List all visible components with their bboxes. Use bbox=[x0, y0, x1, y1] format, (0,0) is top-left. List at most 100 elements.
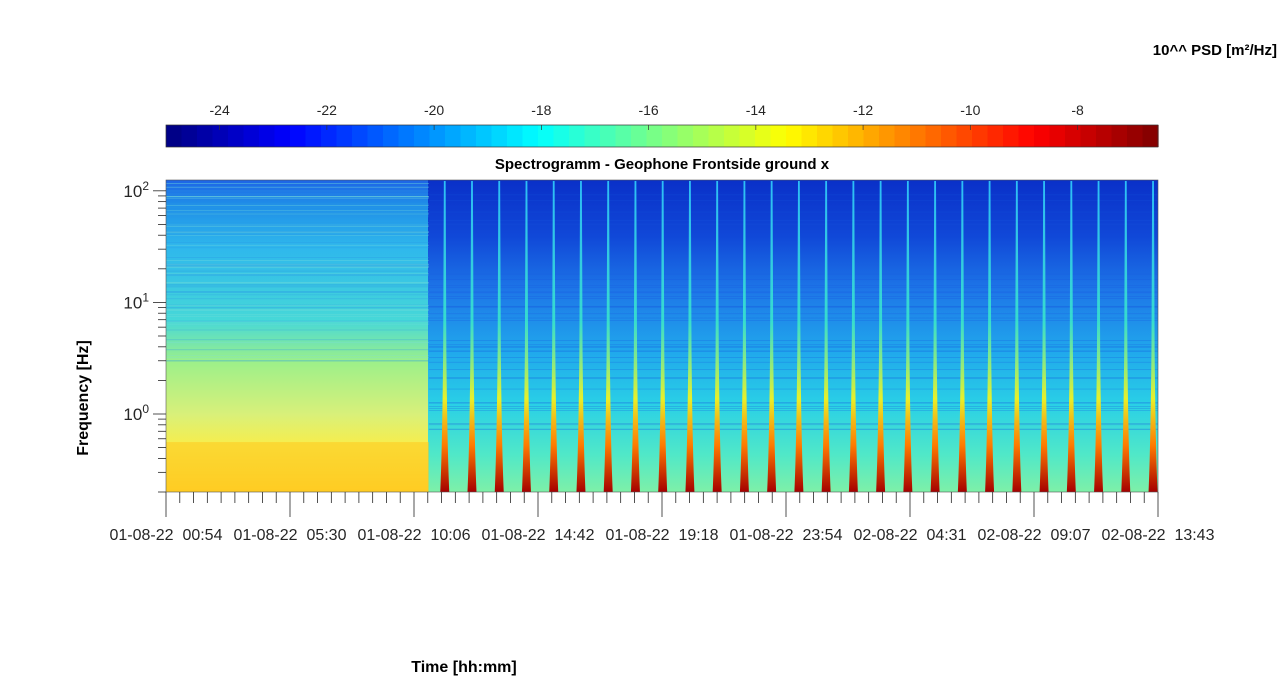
pulse-event bbox=[685, 181, 695, 492]
colorbar-segment bbox=[1003, 125, 1020, 147]
colorbar-segment bbox=[1034, 125, 1051, 147]
colorbar-segment bbox=[476, 125, 493, 147]
pulse-event bbox=[549, 181, 559, 492]
colorbar-segment bbox=[243, 125, 260, 147]
colorbar-tick-label: -14 bbox=[746, 102, 766, 118]
colorbar-segment bbox=[1127, 125, 1144, 147]
colorbar-segment bbox=[274, 125, 291, 147]
pulse-event bbox=[603, 181, 613, 492]
pulse-event bbox=[794, 181, 804, 492]
colorbar-segment bbox=[1111, 125, 1128, 147]
colorbar-segment bbox=[352, 125, 369, 147]
pulse-event bbox=[658, 181, 668, 492]
colorbar-segment bbox=[1080, 125, 1097, 147]
pulse-event bbox=[440, 181, 450, 492]
y-tick-label: 100 bbox=[123, 402, 149, 424]
colorbar-segment bbox=[956, 125, 973, 147]
pulse-event bbox=[1094, 181, 1104, 492]
pulse-event bbox=[848, 181, 858, 492]
colorbar-segment bbox=[987, 125, 1004, 147]
pulse-event bbox=[521, 181, 531, 492]
colorbar-segment bbox=[553, 125, 570, 147]
colorbar-segment bbox=[925, 125, 942, 147]
spectral-lines bbox=[166, 183, 1158, 492]
colorbar-tick-label: -12 bbox=[853, 102, 873, 118]
low-frequency-band bbox=[166, 442, 429, 492]
x-tick-label: 02-08-22 13:43 bbox=[1102, 527, 1215, 544]
x-tick-label: 02-08-22 09:07 bbox=[978, 527, 1091, 544]
colorbar-segment bbox=[770, 125, 787, 147]
colorbar-tick-label: -18 bbox=[531, 102, 551, 118]
colorbar-segment bbox=[724, 125, 741, 147]
x-tick-label: 01-08-22 14:42 bbox=[482, 527, 595, 544]
colorbar-segment bbox=[832, 125, 849, 147]
colorbar-segment bbox=[228, 125, 245, 147]
spectrogram-background-after bbox=[428, 180, 1158, 492]
colorbar-segment bbox=[305, 125, 322, 147]
colorbar-segment bbox=[1065, 125, 1082, 147]
pulse-event bbox=[767, 181, 777, 492]
colorbar-segment bbox=[1142, 125, 1159, 147]
colorbar-segment bbox=[693, 125, 710, 147]
colorbar-segment bbox=[615, 125, 632, 147]
colorbar-tick-label: -16 bbox=[638, 102, 658, 118]
colorbar-segment bbox=[646, 125, 663, 147]
colorbar-ticks: -24 -22 -20 -18 -16 -14 -12 -10 -8 bbox=[210, 102, 1084, 130]
x-axis: 01-08-22 00:54 01-08-22 05:30 01-08-22 10:… bbox=[110, 492, 1215, 544]
colorbar-segment bbox=[972, 125, 989, 147]
pulse-event bbox=[1012, 181, 1022, 492]
colorbar-tick-label: -22 bbox=[317, 102, 337, 118]
colorbar-segment bbox=[491, 125, 508, 147]
colorbar-segment bbox=[631, 125, 648, 147]
pulse-event bbox=[1121, 181, 1131, 492]
x-tick-label: 02-08-22 04:31 bbox=[854, 527, 967, 544]
colorbar-segment bbox=[445, 125, 462, 147]
colorbar-segment bbox=[460, 125, 477, 147]
colorbar-segment bbox=[507, 125, 524, 147]
chart-title: Spectrogramm - Geophone Frontside ground… bbox=[495, 156, 830, 173]
colorbar-segment bbox=[166, 125, 183, 147]
colorbar-segment bbox=[197, 125, 214, 147]
colorbar-segment bbox=[584, 125, 601, 147]
colorbar-segment bbox=[398, 125, 415, 147]
colorbar-label: 10^^ PSD [m²/Hz] bbox=[1153, 42, 1277, 59]
pulse-event bbox=[1148, 181, 1158, 492]
colorbar-segment bbox=[429, 125, 446, 147]
colorbar-tick-label: -24 bbox=[210, 102, 230, 118]
colorbar-segment bbox=[863, 125, 880, 147]
pulse-event bbox=[1039, 181, 1049, 492]
colorbar-segment bbox=[894, 125, 911, 147]
pulse-event bbox=[630, 181, 640, 492]
colorbar-segment bbox=[522, 125, 539, 147]
colorbar-segment bbox=[879, 125, 896, 147]
colorbar-segment bbox=[600, 125, 617, 147]
colorbar-segment bbox=[677, 125, 694, 147]
colorbar-segment bbox=[848, 125, 865, 147]
y-axis: 100 101 102 bbox=[123, 179, 166, 493]
pulse-event bbox=[467, 181, 477, 492]
colorbar-frame bbox=[165, 124, 1159, 148]
colorbar-segment bbox=[708, 125, 725, 147]
x-tick-label: 01-08-22 10:06 bbox=[358, 527, 471, 544]
colorbar-segment bbox=[1018, 125, 1035, 147]
colorbar-segment bbox=[383, 125, 400, 147]
colorbar-tick-label: -10 bbox=[960, 102, 980, 118]
x-tick-label: 01-08-22 23:54 bbox=[730, 527, 843, 544]
colorbar-segment bbox=[941, 125, 958, 147]
pulse-event bbox=[957, 181, 967, 492]
y-tick-label: 102 bbox=[123, 179, 149, 201]
colorbar-segment bbox=[290, 125, 307, 147]
colorbar-segment bbox=[538, 125, 555, 147]
colorbar-segment bbox=[786, 125, 803, 147]
pulse-event bbox=[576, 181, 586, 492]
colorbar-segment bbox=[662, 125, 679, 147]
colorbar-segment bbox=[739, 125, 756, 147]
pulse-events bbox=[440, 181, 1158, 492]
pulse-event bbox=[876, 181, 886, 492]
x-tick-label: 01-08-22 19:18 bbox=[606, 527, 719, 544]
pulse-event bbox=[903, 181, 913, 492]
pulse-event bbox=[1066, 181, 1076, 492]
pulse-event bbox=[712, 181, 722, 492]
x-tick-label: 01-08-22 05:30 bbox=[234, 527, 347, 544]
